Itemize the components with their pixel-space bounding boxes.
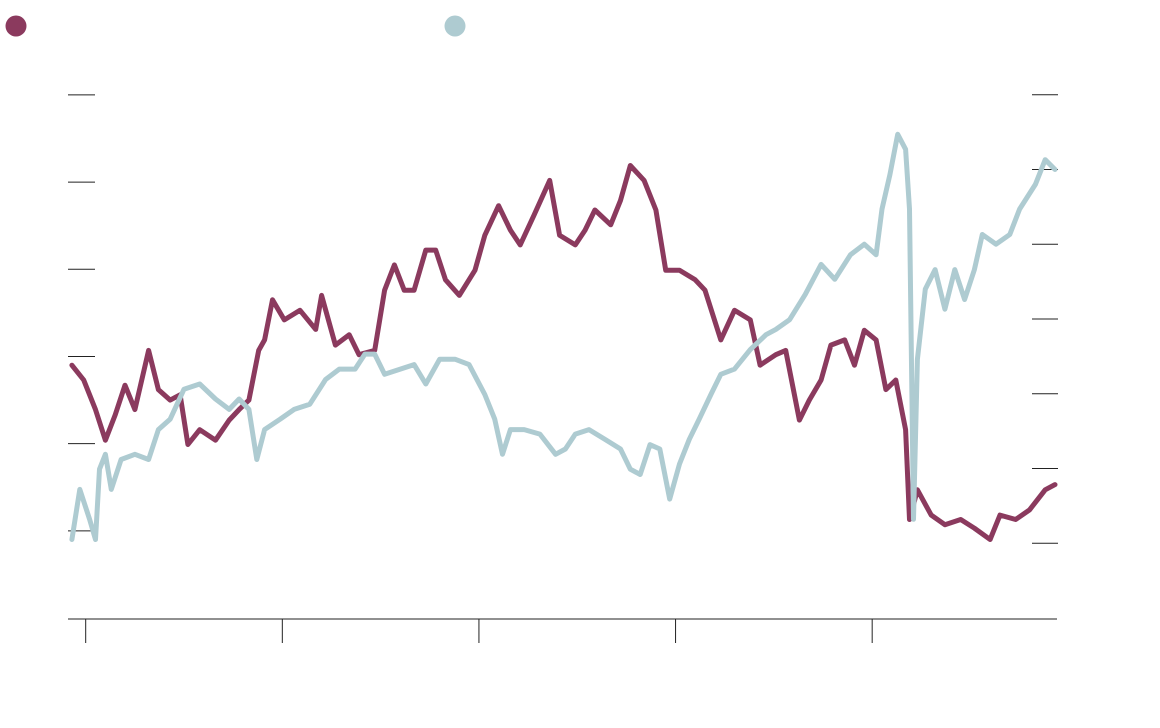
legend-marker	[444, 15, 466, 37]
series-line	[69, 163, 1058, 542]
legend-marker	[5, 15, 27, 37]
series-line	[69, 131, 1058, 542]
